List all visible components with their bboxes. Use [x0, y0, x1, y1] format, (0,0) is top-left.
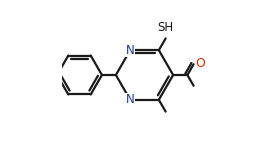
Text: O: O: [195, 57, 205, 70]
Text: N: N: [126, 44, 135, 57]
Text: SH: SH: [157, 21, 174, 34]
Text: N: N: [126, 93, 135, 106]
